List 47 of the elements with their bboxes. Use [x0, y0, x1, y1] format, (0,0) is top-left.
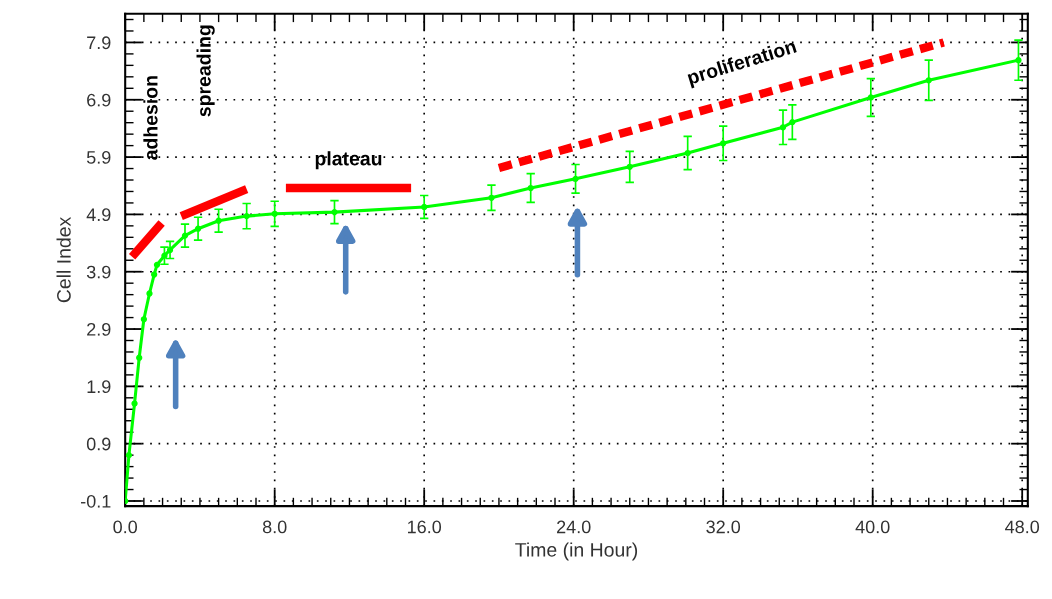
point [720, 140, 727, 147]
point [421, 203, 428, 211]
x-tick-label: 0.0 [113, 520, 138, 534]
annotation: plateau [315, 151, 382, 170]
x-tick-label: 32.0 [706, 520, 741, 534]
annotation: spreading [196, 25, 215, 117]
point [153, 261, 161, 268]
y-tick-label: 4.9 [86, 208, 111, 222]
point [1015, 57, 1022, 64]
x-axis-title: Time (in Hour) [515, 542, 638, 561]
x-tick-label: 40.0 [855, 520, 890, 534]
point [194, 225, 202, 232]
x-tick-label: 16.0 [408, 520, 442, 534]
point [181, 232, 189, 239]
y-tick-label: 0.9 [86, 437, 111, 451]
x-tick-label: 24.0 [557, 520, 591, 534]
point [146, 290, 153, 297]
annotation: adhesion [143, 76, 158, 160]
point [131, 400, 138, 407]
point [243, 212, 250, 220]
y-tick-label: 7.9 [87, 36, 111, 50]
y-tick-label: 2.9 [87, 322, 111, 336]
x-tick-label: 48.0 [1005, 520, 1040, 534]
point [331, 208, 338, 216]
y-tick-label: 1.9 [87, 380, 111, 394]
point [867, 94, 874, 101]
point [572, 175, 579, 182]
y-axis-title: Cell Index [56, 216, 71, 303]
y-tick-label: 6.9 [87, 93, 111, 107]
point [684, 149, 691, 157]
point [779, 124, 787, 131]
point [140, 316, 148, 323]
y-tick-label: 3.9 [86, 265, 111, 279]
point [161, 252, 168, 259]
point [151, 271, 158, 278]
y-tick-label: -0.1 [80, 494, 111, 508]
point [271, 210, 278, 217]
point [166, 246, 174, 254]
point [488, 194, 495, 201]
point [527, 184, 534, 192]
point [136, 354, 143, 361]
x-tick-label: 8.0 [262, 520, 287, 534]
point [925, 77, 932, 84]
point [215, 217, 222, 224]
point [626, 163, 633, 170]
y-tick-label: 5.9 [86, 151, 111, 164]
point [789, 118, 796, 126]
